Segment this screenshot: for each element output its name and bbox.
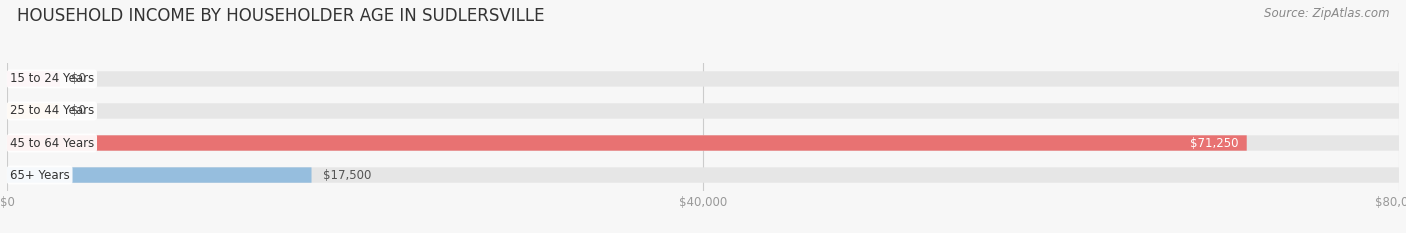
Text: 65+ Years: 65+ Years: [10, 168, 69, 182]
FancyBboxPatch shape: [7, 167, 1399, 183]
Text: Source: ZipAtlas.com: Source: ZipAtlas.com: [1264, 7, 1389, 20]
FancyBboxPatch shape: [7, 135, 1399, 151]
Text: $0: $0: [72, 72, 86, 86]
Text: 45 to 64 Years: 45 to 64 Years: [10, 137, 94, 150]
FancyBboxPatch shape: [7, 103, 1399, 119]
FancyBboxPatch shape: [7, 103, 60, 119]
Text: HOUSEHOLD INCOME BY HOUSEHOLDER AGE IN SUDLERSVILLE: HOUSEHOLD INCOME BY HOUSEHOLDER AGE IN S…: [17, 7, 544, 25]
FancyBboxPatch shape: [7, 71, 60, 87]
Text: $17,500: $17,500: [322, 168, 371, 182]
Text: 15 to 24 Years: 15 to 24 Years: [10, 72, 94, 86]
FancyBboxPatch shape: [7, 71, 1399, 87]
FancyBboxPatch shape: [7, 135, 1247, 151]
Text: 25 to 44 Years: 25 to 44 Years: [10, 104, 94, 117]
Text: $0: $0: [72, 104, 86, 117]
Text: $71,250: $71,250: [1189, 137, 1239, 150]
FancyBboxPatch shape: [7, 167, 312, 183]
